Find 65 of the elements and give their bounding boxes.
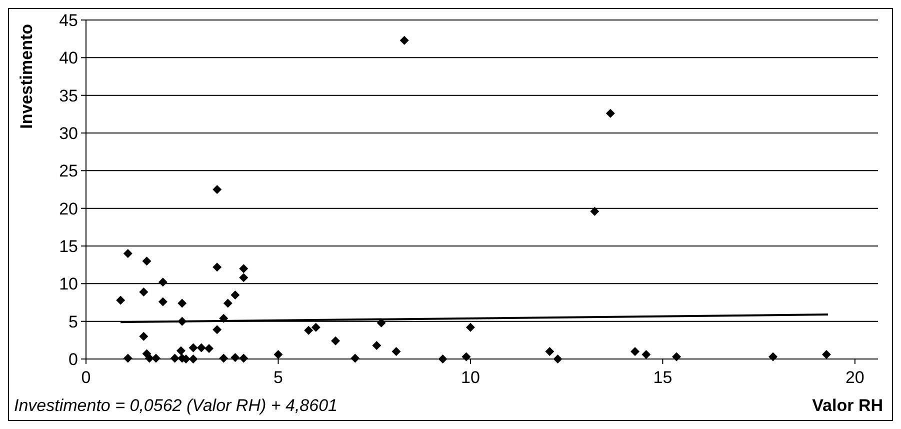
point xyxy=(158,278,168,287)
point xyxy=(350,354,360,363)
point xyxy=(822,350,831,359)
y-tick-label: 30 xyxy=(59,124,78,143)
point xyxy=(176,346,186,356)
y-tick-label: 20 xyxy=(59,199,78,218)
y-tick-label: 35 xyxy=(59,86,78,106)
point xyxy=(672,352,682,362)
point xyxy=(139,332,148,341)
point xyxy=(590,206,600,216)
point xyxy=(392,346,401,356)
point xyxy=(768,352,778,362)
point xyxy=(239,354,248,363)
point xyxy=(230,352,240,362)
point xyxy=(158,297,168,306)
point xyxy=(212,185,222,194)
point xyxy=(642,350,651,359)
point xyxy=(230,290,240,300)
point xyxy=(188,343,198,352)
y-tick-label: 5 xyxy=(68,312,78,332)
x-tick-label: 10 xyxy=(461,368,480,387)
point xyxy=(545,346,554,356)
y-tick-label: 15 xyxy=(59,236,78,256)
point xyxy=(466,322,475,332)
point xyxy=(372,340,382,350)
point xyxy=(219,354,228,363)
point xyxy=(223,298,232,308)
point xyxy=(204,344,214,353)
point xyxy=(553,354,562,364)
point xyxy=(142,256,152,266)
point xyxy=(178,298,187,308)
x-tick-label: 5 xyxy=(274,368,283,387)
point xyxy=(311,322,320,332)
point xyxy=(123,249,132,258)
point xyxy=(462,352,471,362)
x-tick-label: 0 xyxy=(81,368,91,387)
point xyxy=(376,318,386,328)
point xyxy=(304,326,314,335)
point xyxy=(274,350,283,359)
y-tick-label: 40 xyxy=(59,48,78,68)
x-axis-title: Valor RH xyxy=(812,396,883,415)
point xyxy=(400,36,409,45)
point xyxy=(212,325,222,334)
point xyxy=(188,354,198,364)
y-tick-label: 0 xyxy=(68,350,78,369)
point xyxy=(170,354,180,363)
point xyxy=(196,343,206,352)
point xyxy=(139,287,148,296)
x-tick-label: 15 xyxy=(653,368,672,387)
point xyxy=(116,296,126,305)
y-tick-label: 10 xyxy=(59,274,78,294)
y-tick-label: 25 xyxy=(59,162,78,181)
point xyxy=(239,273,248,282)
point xyxy=(331,336,340,346)
point xyxy=(123,354,132,363)
point xyxy=(239,264,248,274)
point xyxy=(438,354,448,364)
point xyxy=(606,108,615,118)
point xyxy=(630,346,640,356)
x-tick-label: 20 xyxy=(845,368,864,387)
y-axis-title: Investimento xyxy=(17,24,36,129)
text: Investimento = 0,0562 (Valor RH) + 4,8601 xyxy=(14,396,338,415)
point xyxy=(144,354,154,363)
y-tick-label: 45 xyxy=(59,10,78,30)
point xyxy=(212,262,222,272)
